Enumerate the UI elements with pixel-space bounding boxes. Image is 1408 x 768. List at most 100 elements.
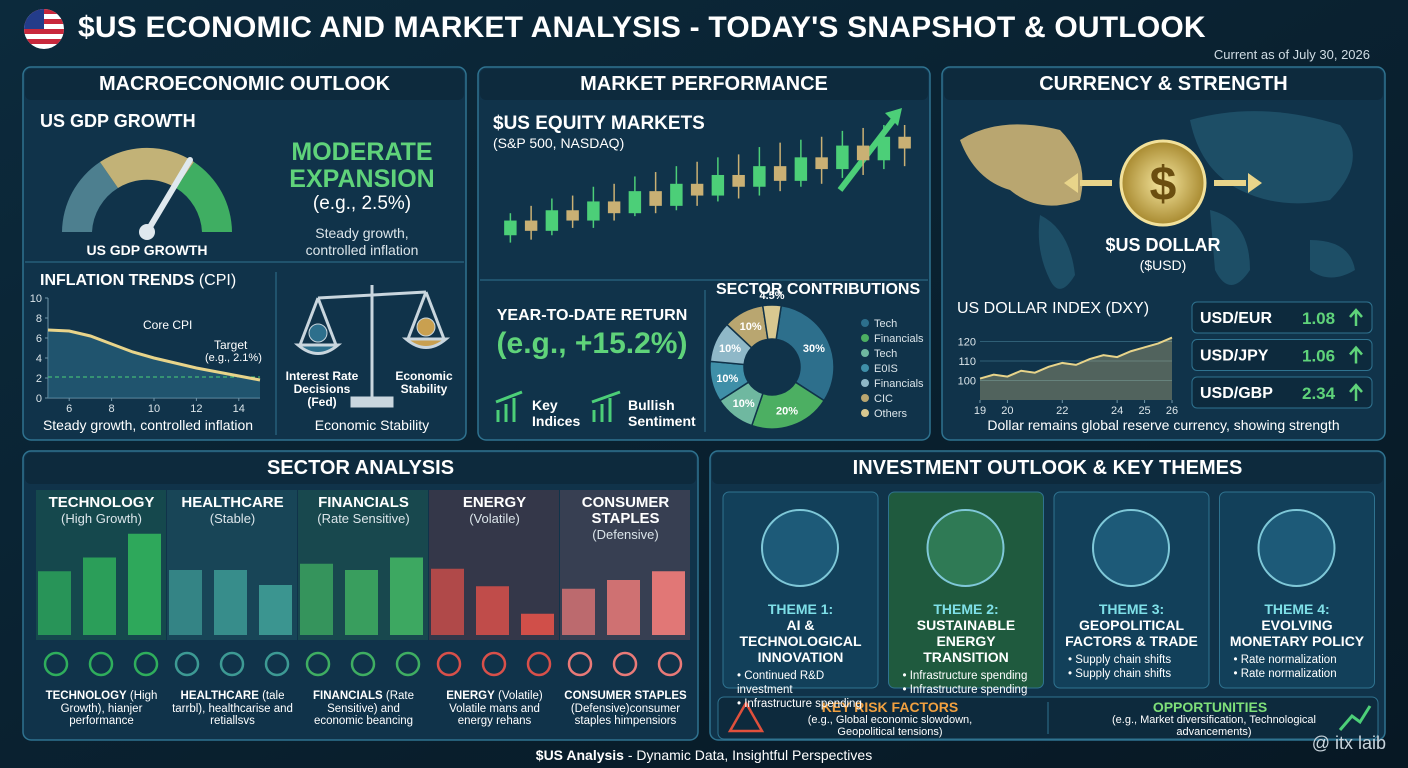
candle-body [753, 166, 766, 187]
theme-bullet: • Supply chain shifts [1068, 654, 1172, 666]
x-tick-label: 22 [1056, 405, 1068, 417]
sector-icon [133, 651, 159, 677]
panel-title: CURRENCY & STRENGTH [1039, 73, 1288, 95]
sector-name: HEALTHCARE [181, 494, 284, 511]
panel-title: SECTOR ANALYSIS [266, 457, 455, 479]
fx-arrow [1349, 383, 1363, 401]
sector-bar [431, 568, 464, 635]
sector-bar [214, 570, 247, 635]
x-tick-label: 20 [1001, 405, 1013, 417]
panel-title: INVESTMENT OUTLOOK & KEY THEMES [852, 457, 1243, 479]
theme-bullet: • Rate normalization [1233, 668, 1337, 680]
theme-bullet: • Infrastructure spending [737, 698, 862, 710]
candle-body [815, 157, 828, 170]
sector-caption: ENERGY (Volatile) Volatile mans and ener… [432, 690, 557, 728]
y-tick-label: 110 [958, 356, 976, 368]
fx-pair: USD/GBP [1200, 385, 1273, 402]
sector-bar [345, 570, 378, 635]
panel-title: MACROECONOMIC OUTLOOK [98, 73, 391, 95]
theme-label: THEME 3: [1098, 601, 1165, 617]
sector-sub: (High Growth) [61, 511, 142, 526]
theme-text: THEME 2: SUSTAINABLE ENERGY TRANSITION • I… [889, 601, 1044, 697]
x-tick-label: 26 [1166, 405, 1178, 417]
donut-label: 10% [740, 321, 762, 333]
theme-label: THEME 1: [767, 601, 834, 617]
sector-name: ENERGY [462, 494, 527, 511]
donut-label: 20% [776, 405, 798, 417]
candle-body [524, 220, 538, 231]
theme-bullet: • Infrastructure spending [902, 684, 1028, 696]
balance-scale [293, 285, 451, 408]
inflation-title: INFLATION TRENDS (CPI) [40, 272, 236, 290]
theme-title: SUSTAINABLE ENERGY TRANSITION [916, 617, 1016, 665]
sector-icon [395, 651, 421, 677]
gdp-example: (e.g., 2.5%) [312, 193, 412, 214]
legend-label: E0IS [874, 363, 898, 375]
candle-body [877, 136, 891, 161]
sector-icon [264, 651, 290, 677]
dxy-area [980, 337, 1172, 400]
caption-text: (Defensive)consumer staples himpensiors [570, 702, 681, 728]
donut-label: 10% [733, 398, 755, 410]
x-tick-label: 24 [1111, 405, 1123, 417]
y-tick-label: 2 [36, 373, 42, 385]
theme-bullet: • Supply chain shifts [1068, 668, 1172, 680]
sector-sub: (Defensive) [592, 527, 659, 542]
x-tick-label: 19 [974, 405, 986, 417]
sector-caption: TECHNOLOGY (High Growth), hianjer perfor… [39, 690, 164, 728]
candle-body [649, 191, 662, 206]
sector-header: HEALTHCARE (Stable) [167, 494, 298, 527]
risk-note: (e.g., Global economic slowdown, Geopoli… [807, 714, 973, 738]
gdp-gauge [62, 147, 232, 240]
world-map [960, 111, 1355, 289]
sector-sub: (Volatile) [469, 511, 520, 526]
footer-rest: - Dynamic Data, Insightful Perspectives [623, 747, 873, 763]
y-tick-label: 100 [958, 376, 976, 388]
fx-box [1191, 301, 1373, 334]
sector-icon [174, 651, 200, 677]
candle-body [898, 136, 911, 149]
sector-bar [607, 580, 640, 635]
x-tick-label: 12 [190, 403, 202, 415]
fx-pair: USD/JPY [1200, 348, 1269, 365]
cpi-area [48, 330, 260, 398]
theme-icon [1257, 509, 1336, 587]
scale-right: Economic Stability [395, 369, 453, 396]
theme-label: THEME 4: [1264, 601, 1330, 617]
candle-body [628, 191, 642, 214]
sector-header: ENERGY (Volatile) [429, 494, 560, 527]
sector-bar [259, 585, 292, 635]
dollar-sub: ($USD) [1139, 257, 1187, 273]
candle-body [587, 201, 600, 221]
fx-box [1191, 376, 1373, 409]
sector-bar [128, 533, 161, 635]
sector-name: FINANCIALS [318, 494, 409, 511]
x-tick-label: 8 [109, 403, 115, 415]
currency-caption: Dollar remains global reserve currency, … [987, 417, 1340, 433]
theme-bullet: • Infrastructure spending [902, 670, 1028, 682]
inflation-title-main: INFLATION TRENDS [40, 272, 195, 289]
legend-label: Others [874, 408, 908, 420]
x-tick-label: 25 [1138, 405, 1150, 417]
sector-bar [83, 557, 116, 635]
subtitle: Current as of July 30, 2026 [1213, 47, 1370, 62]
sector-icon [612, 651, 638, 677]
gdp-title: US GDP GROWTH [40, 111, 196, 131]
dxy-title: US DOLLAR INDEX (DXY) [957, 300, 1150, 317]
fx-value: 1.06 [1302, 347, 1335, 366]
caption-text: (Volatile) Volatile mans and energy reha… [449, 690, 543, 727]
target-note: (e.g., 2.1%) [205, 352, 262, 364]
dividers [25, 261, 928, 435]
dollar-coin [1119, 139, 1207, 227]
caption-text: (tale tarrbl), healthcarise and retialls… [172, 690, 293, 727]
theme-icon [761, 509, 839, 587]
legend-swatch [861, 334, 869, 342]
panel-title: MARKET PERFORMANCE [580, 73, 828, 95]
candle-body [607, 201, 621, 214]
sector-contrib-title: SECTOR CONTRIBUTIONS [716, 281, 921, 298]
caption-text: (Rate Sensitive) and economic beancing [313, 690, 414, 727]
flag [24, 9, 64, 49]
ytd-title: YEAR-TO-DATE RETURN [496, 307, 688, 324]
sector-icon [657, 651, 683, 677]
